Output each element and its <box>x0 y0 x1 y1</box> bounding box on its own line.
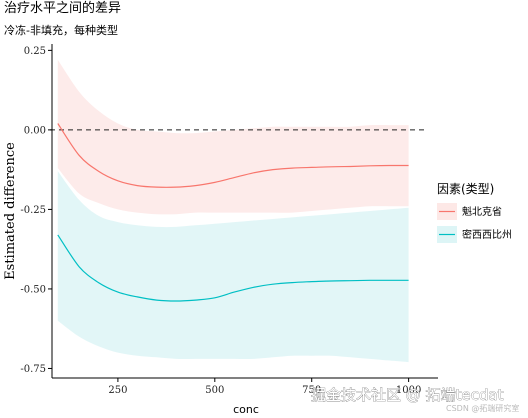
chart-subtitle: 冷冻-非填充，每种类型 <box>4 23 118 37</box>
legend-title: 因素(类型) <box>437 182 494 196</box>
x-tick-label: 1000 <box>396 385 421 396</box>
x-axis-title: conc <box>233 403 259 416</box>
series-line-1 <box>57 123 409 188</box>
x-tick-label: 500 <box>205 385 224 396</box>
confidence-band-1 <box>57 59 409 215</box>
y-tick-label: -0.25 <box>20 205 46 216</box>
confidence-bands <box>57 59 409 363</box>
y-tick-label: -0.50 <box>20 284 46 295</box>
axes <box>51 44 438 379</box>
series-line-2 <box>57 234 409 302</box>
x-tick-label: 750 <box>302 385 321 396</box>
series-lines <box>57 123 409 302</box>
confidence-band-2 <box>57 171 409 363</box>
x-tick-label: 250 <box>108 385 127 396</box>
x-axis-ticks: 250 500 750 1000 <box>108 378 421 396</box>
watermark-small: CSDN @拓端研究室 <box>446 403 519 413</box>
watermark: 掘金技术社区 @ 拓端tecdat <box>311 386 504 404</box>
chart-title: 治疗水平之间的差异 <box>4 0 121 16</box>
legend-label-2: 密西西比州 <box>462 228 512 241</box>
y-tick-label: -0.75 <box>20 364 46 375</box>
legend-label-1: 魁北克省 <box>462 205 502 218</box>
y-tick-label: 0.00 <box>24 125 46 136</box>
y-axis-title: Estimated difference <box>3 142 18 280</box>
y-tick-label: 0.25 <box>24 46 46 57</box>
y-axis-ticks: 0.25 0.00 -0.25 -0.50 -0.75 <box>20 46 52 375</box>
